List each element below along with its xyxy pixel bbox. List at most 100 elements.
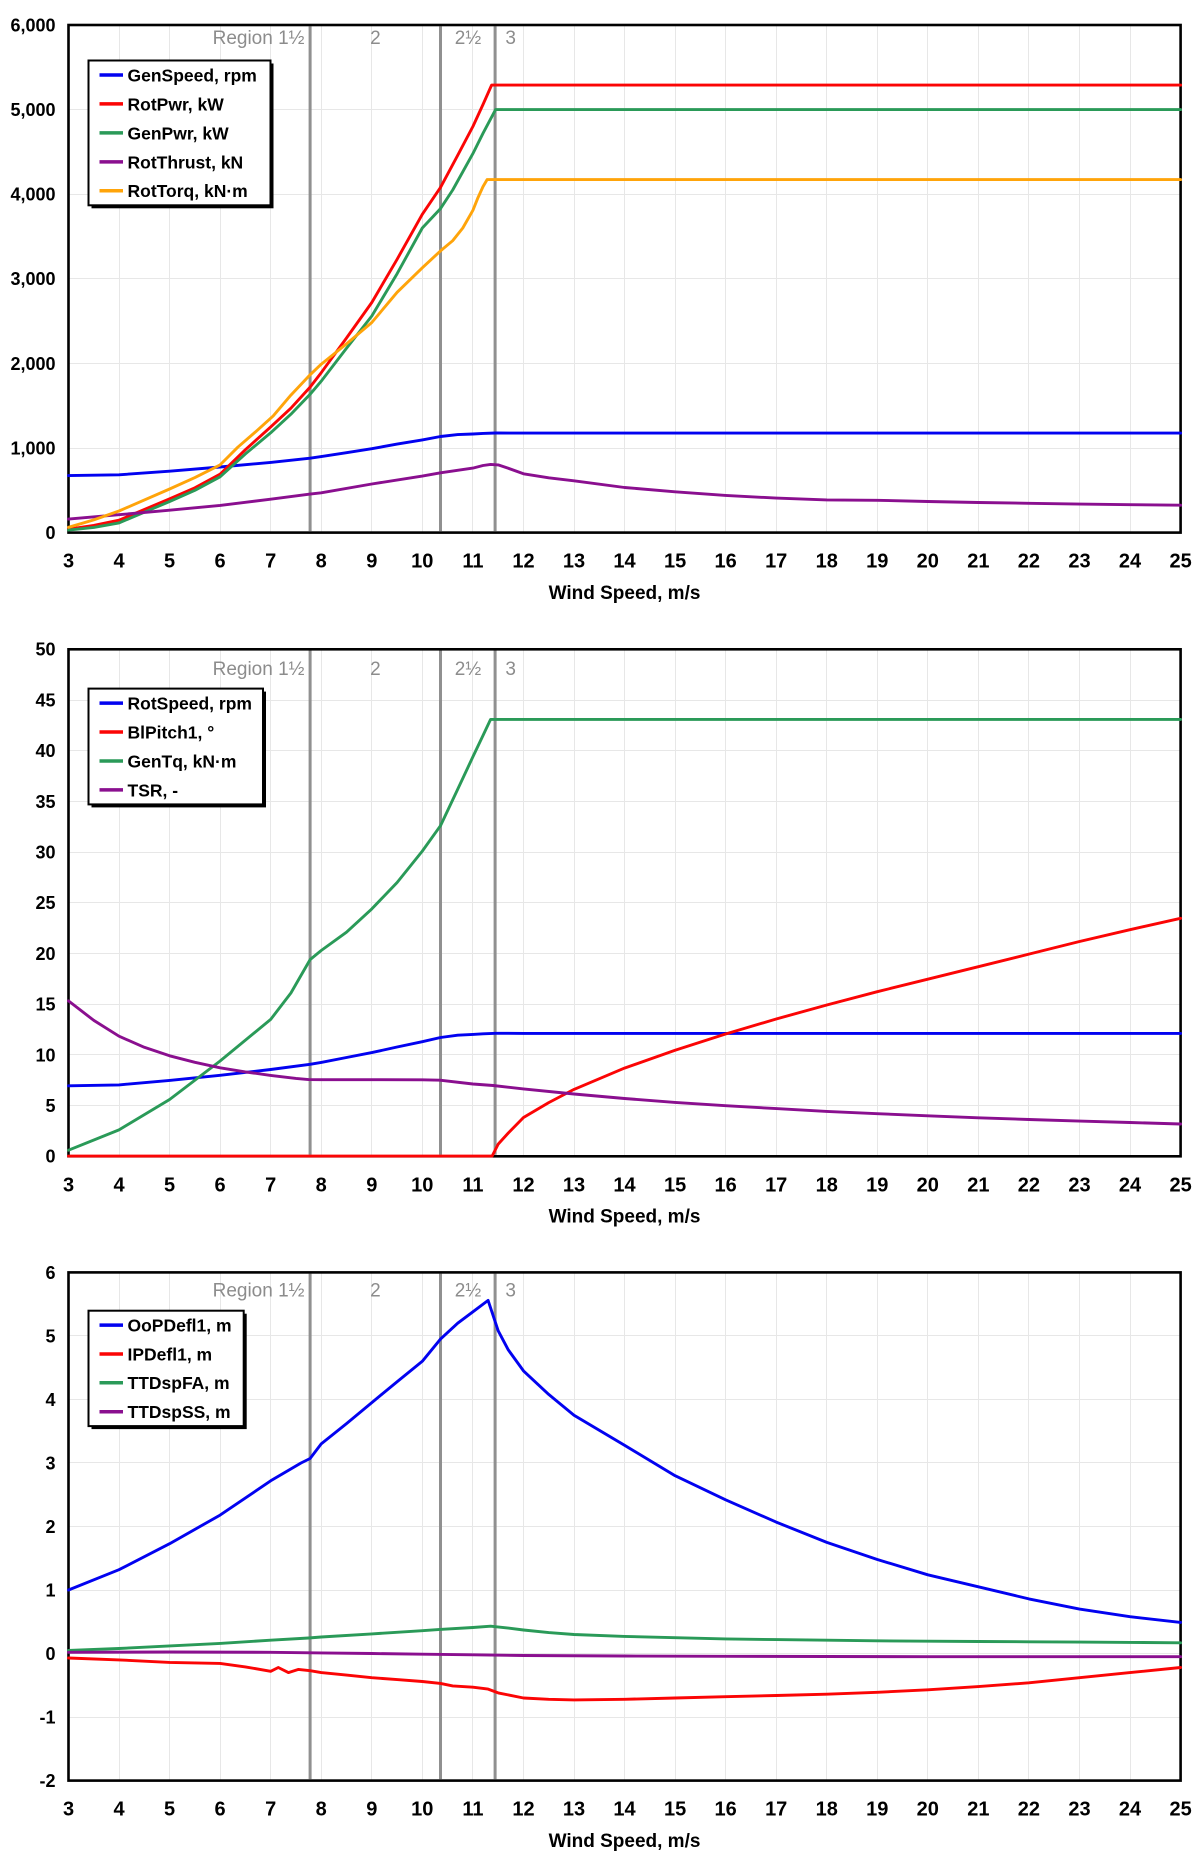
svg-text:12: 12 — [512, 551, 534, 573]
svg-text:Region 1½: Region 1½ — [213, 1280, 305, 1301]
svg-text:4,000: 4,000 — [10, 185, 55, 205]
svg-text:TTDspFA, m: TTDspFA, m — [128, 1373, 230, 1393]
svg-text:45: 45 — [35, 690, 55, 710]
svg-text:2½: 2½ — [455, 1280, 482, 1301]
svg-text:14: 14 — [613, 1174, 636, 1196]
svg-text:24: 24 — [1119, 1799, 1142, 1821]
svg-text:RotSpeed, rpm: RotSpeed, rpm — [128, 694, 252, 714]
svg-text:25: 25 — [1169, 551, 1191, 573]
svg-text:25: 25 — [1169, 1174, 1191, 1196]
svg-text:3: 3 — [63, 1799, 74, 1821]
svg-text:2: 2 — [370, 659, 381, 680]
svg-text:12: 12 — [512, 1799, 534, 1821]
svg-text:21: 21 — [967, 551, 989, 573]
svg-text:12: 12 — [512, 1174, 534, 1196]
svg-text:10: 10 — [35, 1045, 55, 1065]
svg-text:17: 17 — [765, 1799, 787, 1821]
svg-text:6: 6 — [215, 1174, 226, 1196]
svg-text:25: 25 — [1169, 1799, 1191, 1821]
svg-text:23: 23 — [1068, 1799, 1090, 1821]
svg-text:20: 20 — [35, 944, 55, 964]
svg-text:40: 40 — [35, 741, 55, 761]
svg-text:5: 5 — [164, 551, 175, 573]
svg-text:IPDefl1, m: IPDefl1, m — [128, 1344, 213, 1364]
svg-text:18: 18 — [816, 551, 838, 573]
svg-text:10: 10 — [411, 1799, 433, 1821]
svg-text:13: 13 — [563, 551, 585, 573]
svg-text:13: 13 — [563, 1799, 585, 1821]
svg-text:11: 11 — [462, 551, 483, 573]
svg-text:3: 3 — [505, 1280, 516, 1301]
svg-text:17: 17 — [765, 551, 787, 573]
svg-text:OoPDefl1, m: OoPDefl1, m — [128, 1316, 232, 1336]
svg-text:GenPwr, kW: GenPwr, kW — [128, 123, 230, 143]
svg-text:TTDspSS, m: TTDspSS, m — [128, 1402, 231, 1422]
svg-text:5: 5 — [164, 1799, 175, 1821]
svg-text:0: 0 — [45, 523, 55, 543]
svg-text:23: 23 — [1068, 1174, 1090, 1196]
svg-text:11: 11 — [462, 1174, 483, 1196]
svg-text:3: 3 — [63, 551, 74, 573]
svg-text:Region 1½: Region 1½ — [213, 28, 305, 49]
svg-text:0: 0 — [45, 1644, 55, 1664]
svg-text:20: 20 — [917, 1174, 939, 1196]
svg-text:15: 15 — [35, 995, 55, 1015]
svg-text:18: 18 — [816, 1799, 838, 1821]
svg-text:21: 21 — [967, 1174, 989, 1196]
svg-text:16: 16 — [714, 551, 736, 573]
svg-text:17: 17 — [765, 1174, 787, 1196]
svg-text:5,000: 5,000 — [10, 100, 55, 120]
svg-text:5: 5 — [164, 1174, 175, 1196]
svg-text:10: 10 — [411, 1174, 433, 1196]
svg-text:24: 24 — [1119, 551, 1142, 573]
svg-text:-1: -1 — [39, 1708, 55, 1728]
svg-text:9: 9 — [366, 551, 377, 573]
svg-text:3: 3 — [505, 659, 516, 680]
svg-text:16: 16 — [714, 1174, 736, 1196]
svg-text:4: 4 — [113, 551, 125, 573]
svg-text:9: 9 — [366, 1174, 377, 1196]
svg-text:20: 20 — [917, 1799, 939, 1821]
svg-text:6: 6 — [215, 1799, 226, 1821]
svg-text:5: 5 — [45, 1096, 55, 1116]
svg-text:7: 7 — [265, 1799, 276, 1821]
svg-text:25: 25 — [35, 893, 55, 913]
svg-text:BlPitch1, °: BlPitch1, ° — [128, 722, 215, 742]
svg-text:RotPwr, kW: RotPwr, kW — [128, 94, 225, 114]
svg-text:30: 30 — [35, 843, 55, 863]
svg-text:22: 22 — [1018, 551, 1040, 573]
svg-text:2: 2 — [370, 28, 381, 49]
svg-text:2½: 2½ — [455, 659, 482, 680]
svg-text:GenTq, kN·m: GenTq, kN·m — [128, 751, 237, 771]
svg-text:23: 23 — [1068, 551, 1090, 573]
svg-text:22: 22 — [1018, 1799, 1040, 1821]
svg-text:13: 13 — [563, 1174, 585, 1196]
svg-text:19: 19 — [866, 1799, 888, 1821]
svg-text:TSR, -: TSR, - — [128, 780, 179, 800]
svg-text:0: 0 — [45, 1147, 55, 1167]
svg-text:GenSpeed, rpm: GenSpeed, rpm — [128, 65, 257, 85]
svg-text:24: 24 — [1119, 1174, 1142, 1196]
svg-text:Wind Speed, m/s: Wind Speed, m/s — [549, 1207, 701, 1228]
svg-text:4: 4 — [113, 1799, 125, 1821]
svg-text:2½: 2½ — [455, 28, 482, 49]
svg-text:11: 11 — [462, 1799, 483, 1821]
svg-text:35: 35 — [35, 792, 55, 812]
svg-text:5: 5 — [45, 1326, 55, 1346]
svg-text:3: 3 — [505, 28, 516, 49]
svg-text:19: 19 — [866, 1174, 888, 1196]
svg-text:3,000: 3,000 — [10, 269, 55, 289]
svg-text:7: 7 — [265, 1174, 276, 1196]
svg-text:8: 8 — [316, 551, 327, 573]
svg-text:3: 3 — [45, 1453, 55, 1473]
svg-text:4: 4 — [45, 1390, 55, 1410]
svg-text:6: 6 — [45, 1263, 55, 1283]
svg-text:8: 8 — [316, 1174, 327, 1196]
svg-text:15: 15 — [664, 1174, 686, 1196]
svg-text:Wind Speed, m/s: Wind Speed, m/s — [549, 1831, 701, 1852]
svg-text:14: 14 — [613, 551, 636, 573]
svg-text:22: 22 — [1018, 1174, 1040, 1196]
svg-text:6,000: 6,000 — [10, 15, 55, 35]
svg-text:50: 50 — [35, 640, 55, 660]
svg-text:8: 8 — [316, 1799, 327, 1821]
